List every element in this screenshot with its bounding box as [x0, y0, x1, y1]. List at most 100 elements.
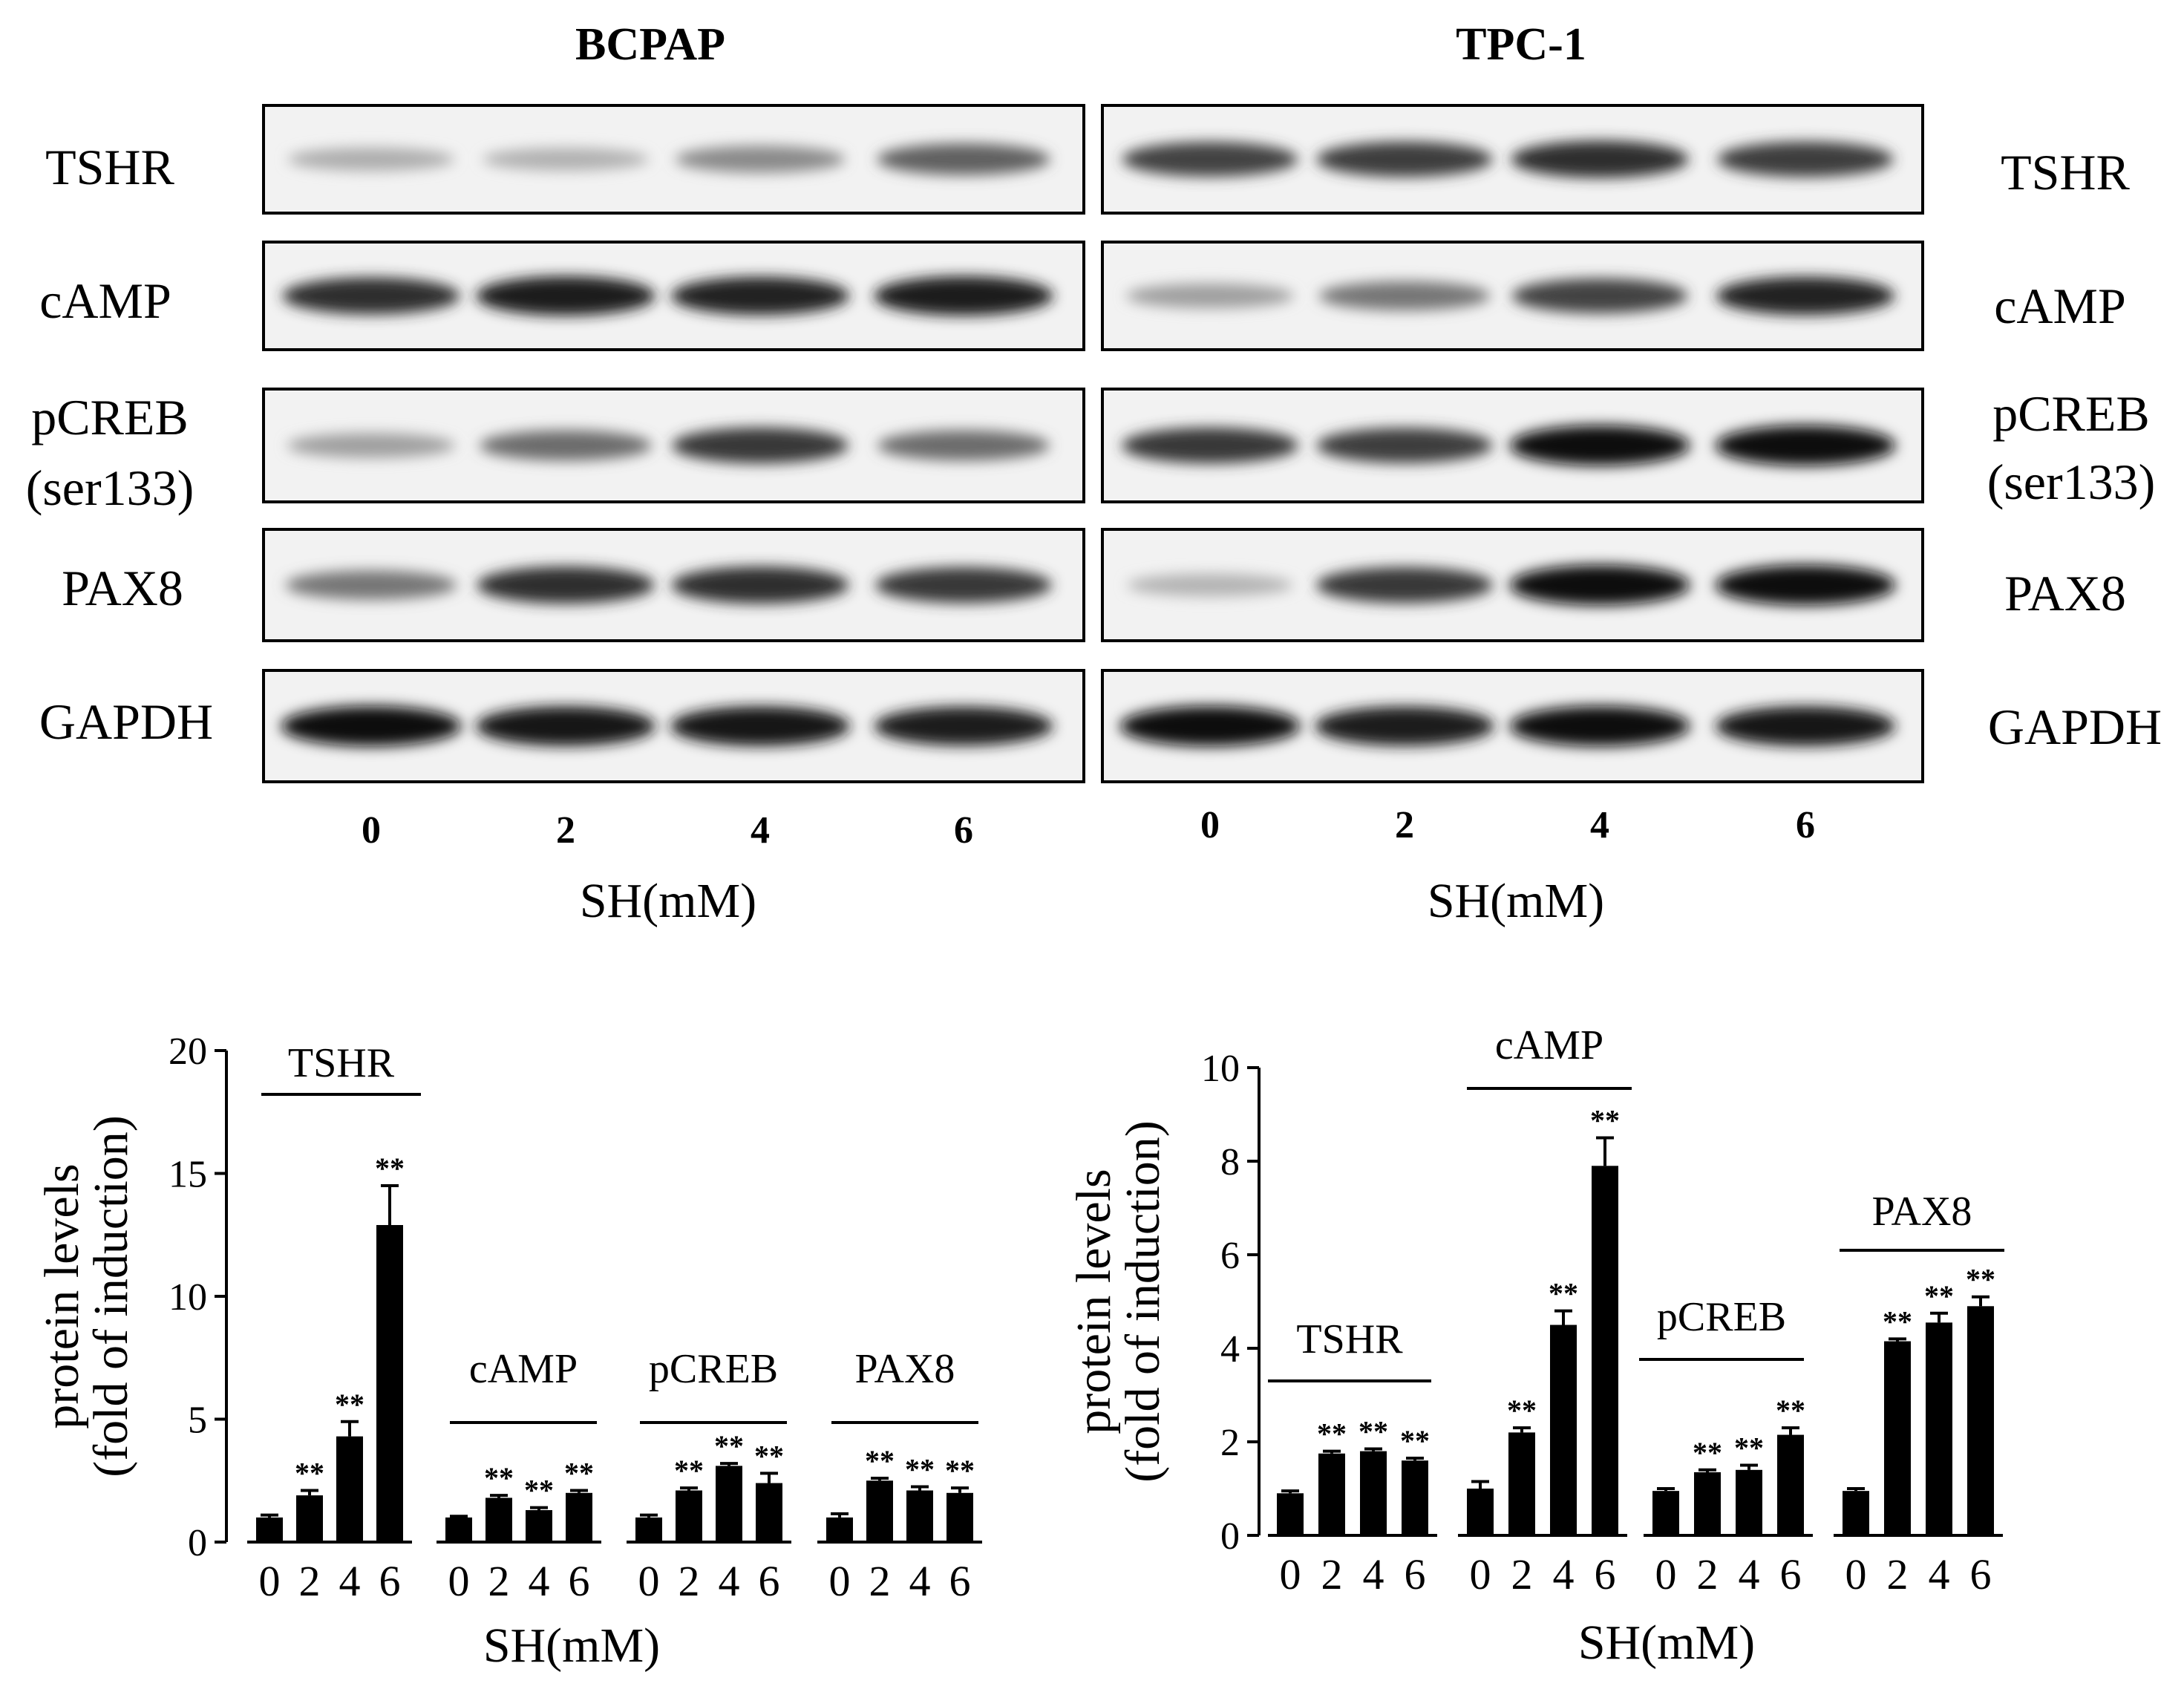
- group-label-pax8: PAX8: [855, 1346, 955, 1392]
- x-tick-label: 4: [719, 1557, 740, 1605]
- x-tick-label: 6: [1405, 1550, 1426, 1598]
- blot-strip-tshr-tpc1: [1101, 104, 1924, 215]
- lane-label-tpc1-2: 2: [1395, 804, 1414, 846]
- x-tick-label: 0: [448, 1557, 470, 1605]
- x-tick-label: 0: [1845, 1550, 1867, 1598]
- x-tick-label: 2: [679, 1557, 700, 1605]
- bar-pax8-6: [1967, 1306, 1994, 1535]
- blot-band: [1126, 283, 1294, 309]
- x-axis-label: SH(mM): [483, 1619, 660, 1673]
- blot-strip-camp-tpc1: [1101, 241, 1924, 351]
- blot-band: [1316, 566, 1493, 604]
- x-tick-label: 4: [1739, 1550, 1760, 1598]
- significance-marker: **: [295, 1456, 324, 1489]
- x-tick-label: 0: [1470, 1550, 1491, 1598]
- significance-marker: **: [1590, 1104, 1620, 1137]
- bar-pcreb-4: [716, 1466, 742, 1542]
- y-tick-label: 10: [169, 1276, 207, 1319]
- x-tick-label: 6: [1970, 1550, 1992, 1598]
- group-label-camp: cAMP: [1495, 1022, 1603, 1068]
- blot-band: [282, 277, 460, 315]
- blot-band: [1316, 428, 1493, 463]
- bar-pcreb-2: [1694, 1472, 1721, 1535]
- bar-camp-0: [1467, 1489, 1494, 1535]
- x-tick-label: 0: [1280, 1550, 1301, 1598]
- x-tick-label: 0: [1655, 1550, 1677, 1598]
- row-label-ser133-left: (ser133): [26, 460, 194, 516]
- group-label-tshr: TSHR: [1296, 1316, 1403, 1362]
- bar-tshr-4: [1360, 1451, 1387, 1535]
- y-tick-label: 10: [1201, 1048, 1240, 1090]
- bar-camp-4: [1550, 1325, 1577, 1535]
- bar-pax8-2: [866, 1480, 893, 1542]
- bar-camp-6: [1592, 1166, 1618, 1535]
- blot-strip-pcreb-tpc1: [1101, 388, 1924, 503]
- significance-marker: **: [754, 1439, 784, 1472]
- row-label-pcreb-right: pCREB: [1992, 385, 2150, 442]
- bar-pcreb-0: [635, 1517, 662, 1542]
- blot-band: [1119, 705, 1301, 747]
- x-tick-label: 6: [759, 1557, 780, 1605]
- x-tick-label: 6: [1595, 1550, 1616, 1598]
- x-tick-label: 4: [1929, 1550, 1950, 1598]
- bar-pcreb-0: [1652, 1491, 1679, 1535]
- bar-pcreb-6: [756, 1483, 782, 1542]
- group-label-camp: cAMP: [469, 1346, 578, 1392]
- x-tick-label: 0: [259, 1557, 281, 1605]
- blot-band: [675, 146, 846, 173]
- blot-band: [480, 430, 652, 461]
- bar-camp-2: [485, 1498, 512, 1542]
- x-tick-label: 2: [1511, 1550, 1533, 1598]
- significance-marker: **: [1693, 1436, 1722, 1469]
- blot-band: [287, 147, 455, 172]
- blot-band: [477, 566, 655, 604]
- y-tick-label: 15: [169, 1154, 207, 1196]
- row-label-pcreb-left: pCREB: [31, 389, 189, 445]
- bar-camp-6: [566, 1492, 592, 1542]
- significance-marker: **: [905, 1453, 935, 1486]
- blot-band: [875, 566, 1052, 604]
- blot-strip-pcreb-bcpap: [262, 388, 1085, 503]
- blot-xlabel-bcpap: SH(mM): [580, 874, 756, 928]
- blot-band: [670, 276, 850, 316]
- blot-band: [1315, 706, 1494, 746]
- significance-marker: **: [484, 1461, 514, 1495]
- significance-marker: **: [335, 1388, 364, 1421]
- blot-band: [877, 143, 1050, 175]
- y-tick-label: 6: [1220, 1235, 1240, 1277]
- blot-band: [874, 706, 1053, 746]
- significance-marker: **: [1966, 1263, 1995, 1296]
- blot-band: [1316, 141, 1493, 177]
- significance-marker: **: [1400, 1424, 1430, 1457]
- blot-band: [475, 706, 656, 746]
- y-axis-label: protein levels(fold of induction): [1067, 1120, 1170, 1483]
- significance-marker: **: [714, 1429, 744, 1463]
- lane-label-tpc1-4: 4: [1590, 804, 1609, 846]
- x-tick-label: 6: [379, 1557, 401, 1605]
- significance-marker: **: [945, 1454, 975, 1487]
- x-tick-label: 4: [339, 1557, 361, 1605]
- lane-label-tpc1-6: 6: [1796, 804, 1815, 846]
- significance-marker: **: [1776, 1394, 1805, 1427]
- significance-marker: **: [524, 1474, 554, 1507]
- x-tick-label: 2: [488, 1557, 510, 1605]
- significance-marker: **: [564, 1456, 594, 1489]
- x-tick-label: 6: [949, 1557, 971, 1605]
- significance-marker: **: [1507, 1394, 1537, 1427]
- blot-band: [1122, 427, 1298, 464]
- y-tick-label: 20: [169, 1031, 207, 1073]
- bar-pax8-6: [946, 1492, 973, 1542]
- blot-band: [483, 148, 649, 171]
- blot-band: [285, 570, 457, 600]
- blot-strip-tshr-bcpap: [262, 104, 1085, 215]
- row-label-ser133-right: (ser133): [1987, 454, 2156, 510]
- blot-band: [281, 705, 462, 747]
- group-label-pax8: PAX8: [1872, 1189, 1972, 1235]
- blot-band: [1716, 276, 1895, 316]
- blot-band: [287, 433, 455, 458]
- y-tick-label: 0: [1220, 1515, 1240, 1558]
- blot-xlabel-tpc1: SH(mM): [1428, 874, 1604, 928]
